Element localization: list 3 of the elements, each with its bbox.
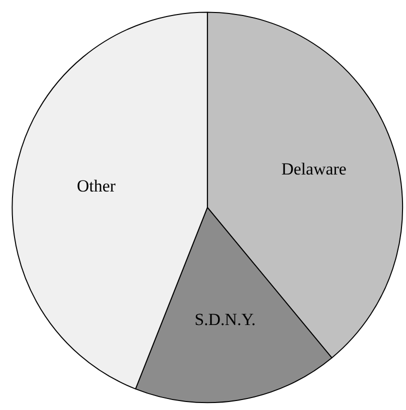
slice-label: Other	[76, 176, 116, 196]
slice-label: Delaware	[281, 160, 346, 179]
slice-label: S.D.N.Y.	[194, 310, 256, 329]
